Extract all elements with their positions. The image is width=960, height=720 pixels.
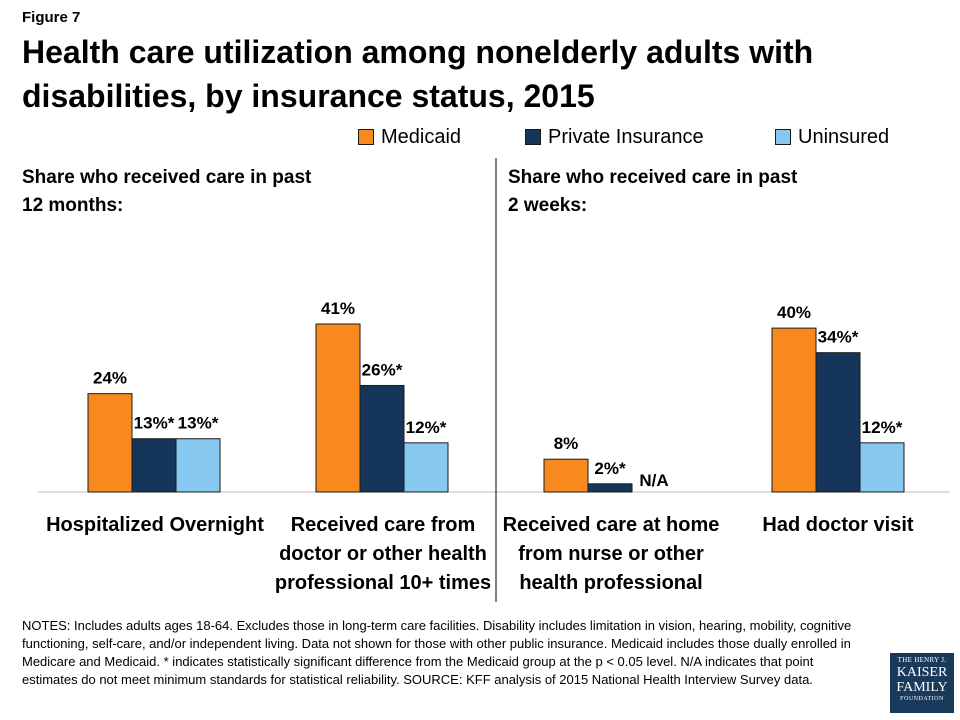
kff-logo: THE HENRY J. KAISER FAMILY FOUNDATION [890, 653, 954, 713]
bar-medicaid-3 [543, 458, 589, 493]
category-label-doctor-visit: Had doctor visit [762, 514, 914, 536]
legend-item-uninsured: Uninsured [775, 124, 889, 150]
legend-swatch-medicaid [358, 129, 374, 145]
data-label-private-insurance-4: 34%* [818, 328, 859, 347]
bar-uninsured-1 [175, 438, 221, 493]
category-label-care-at-home: Received care at home from nurse or othe… [502, 514, 720, 594]
data-label-private-insurance-3: 2%* [594, 459, 626, 478]
data-label-medicaid-2: 41% [321, 299, 355, 318]
data-label-uninsured-2: 12%* [406, 418, 447, 437]
category-label-care-10-plus: Received care from doctor or other healt… [274, 514, 492, 594]
data-label-uninsured-3: N/A [639, 471, 668, 490]
subheading-past-2-weeks: Share who received care in past 2 weeks: [508, 167, 798, 216]
logo-line-1: THE HENRY J. [897, 656, 947, 664]
data-label-uninsured-4: 12%* [862, 418, 903, 437]
logo-line-3: FAMILY [896, 680, 948, 695]
bar-medicaid-1 [87, 393, 133, 493]
legend-label-private-insurance: Private Insurance [548, 125, 704, 148]
chart-legend: Medicaid Private Insurance Uninsured [358, 124, 918, 154]
bar-private-insurance-3 [587, 483, 633, 493]
logo-line-4: FOUNDATION [900, 696, 944, 702]
bar-private-insurance-2 [359, 384, 405, 493]
legend-item-private-insurance: Private Insurance [525, 124, 704, 150]
bar-uninsured-2 [403, 442, 449, 493]
bar-medicaid-4 [771, 327, 817, 493]
subheading-past-12-months: Share who received care in past 12 month… [22, 167, 312, 216]
bar-medicaid-2 [315, 323, 361, 493]
bar-uninsured-4 [859, 442, 905, 493]
legend-swatch-private-insurance [525, 129, 541, 145]
category-label-hospitalized: Hospitalized Overnight [46, 514, 264, 536]
footnotes: NOTES: Includes adults ages 18-64. Exclu… [22, 618, 852, 687]
data-label-medicaid-4: 40% [777, 303, 811, 322]
logo-line-2: KAISER [896, 665, 948, 680]
bar-private-insurance-4 [815, 352, 861, 493]
data-label-private-insurance-1: 13%* [134, 414, 175, 433]
legend-swatch-uninsured [775, 129, 791, 145]
bar-private-insurance-1 [131, 438, 177, 493]
data-label-medicaid-1: 24% [93, 369, 127, 388]
legend-label-medicaid: Medicaid [381, 125, 462, 148]
legend-item-medicaid: Medicaid [358, 124, 461, 150]
data-label-private-insurance-2: 26%* [362, 360, 403, 379]
data-label-medicaid-3: 8% [554, 434, 579, 453]
legend-label-uninsured: Uninsured [798, 125, 890, 148]
chart-title: Health care utilization among nonelderly… [22, 34, 814, 114]
data-label-uninsured-1: 13%* [178, 414, 219, 433]
figure-label: Figure 7 [22, 9, 81, 26]
